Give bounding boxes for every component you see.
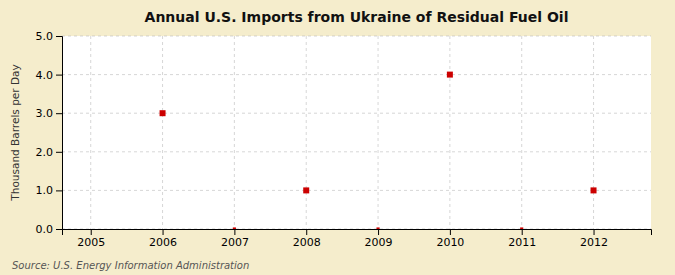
grid-line xyxy=(62,151,651,152)
grid-line xyxy=(62,113,651,114)
tick-mark xyxy=(56,190,62,191)
point xyxy=(233,227,236,229)
tick-mark xyxy=(306,229,307,235)
grid-line xyxy=(378,36,379,229)
plot: 2005 2006 2007 2008 2009 2010 2011 2012 0.0 1.0 2.… xyxy=(36,30,652,249)
tick-label: 2005 xyxy=(77,236,105,249)
tick-label: 2011 xyxy=(508,236,536,249)
point xyxy=(447,72,453,78)
grid-line xyxy=(521,36,522,229)
points xyxy=(160,72,597,229)
tick-mark xyxy=(56,113,62,114)
tick: 1.0 xyxy=(36,184,63,197)
tick-mark xyxy=(56,152,62,153)
tick-label: 2007 xyxy=(221,236,249,249)
axis-line xyxy=(63,230,652,236)
grid-line xyxy=(306,36,307,229)
tick-label: 1.0 xyxy=(36,184,54,197)
tick-mark xyxy=(378,229,379,235)
tick: 2007 xyxy=(221,229,249,249)
tick-label: 2.0 xyxy=(36,146,54,159)
tick: 2011 xyxy=(508,229,536,249)
axis-line xyxy=(56,37,63,230)
tick: 0.0 xyxy=(36,223,63,236)
tick: 2012 xyxy=(580,229,608,249)
tick: 2010 xyxy=(436,229,464,249)
tick: 2009 xyxy=(365,229,393,249)
grid xyxy=(62,36,651,229)
grid-line xyxy=(62,36,651,37)
tick-mark xyxy=(594,229,595,235)
tick-mark xyxy=(56,229,62,230)
tick: 2006 xyxy=(149,229,177,249)
tick-mark xyxy=(56,75,62,76)
tick-mark xyxy=(163,229,164,235)
y-axis: 0.0 1.0 2.0 3.0 4.0 5.0 xyxy=(36,30,63,236)
tick: 2.0 xyxy=(36,146,63,159)
grid-line xyxy=(234,36,235,229)
y-axis-title: Thousand Barrels per Day xyxy=(9,64,21,201)
x-axis: 2005 2006 2007 2008 2009 2010 2011 2012 xyxy=(63,229,652,249)
grid-line xyxy=(62,190,651,191)
grid-line xyxy=(593,36,594,229)
grid-line xyxy=(449,36,450,229)
tick-label: 2008 xyxy=(293,236,321,249)
tick-label: 4.0 xyxy=(36,69,54,82)
tick: 2005 xyxy=(77,229,105,249)
tick-mark xyxy=(450,229,451,235)
plot-background xyxy=(62,36,651,229)
tick: 3.0 xyxy=(36,107,63,120)
tick-label: 5.0 xyxy=(36,30,54,43)
tick-mark xyxy=(91,229,92,235)
tick-mark xyxy=(522,229,523,235)
point xyxy=(591,187,597,193)
tick-label: 2009 xyxy=(365,236,393,249)
tick: 4.0 xyxy=(36,69,63,82)
point xyxy=(376,227,379,229)
point xyxy=(303,187,309,193)
tick-mark xyxy=(56,36,62,37)
grid-line xyxy=(62,74,651,75)
tick-label: 3.0 xyxy=(36,107,54,120)
tick-mark xyxy=(234,229,235,235)
grid-line xyxy=(162,36,163,229)
background xyxy=(0,0,675,275)
title: Annual U.S. Imports from Ukraine of Resi… xyxy=(145,9,569,25)
tick-label: 2010 xyxy=(436,236,464,249)
tick: 5.0 xyxy=(36,30,63,43)
point xyxy=(160,110,166,116)
tick-label: 2006 xyxy=(149,236,177,249)
tick-label: 0.0 xyxy=(36,223,54,236)
grid-line xyxy=(90,36,91,229)
chart: 2005 2006 2007 2008 2009 2010 2011 2012 0.0 1.0 2.… xyxy=(0,0,675,275)
point xyxy=(520,227,523,229)
tick: 2008 xyxy=(293,229,321,249)
tick-label: 2012 xyxy=(580,236,608,249)
source-note: Source: U.S. Energy Information Administ… xyxy=(12,260,249,271)
